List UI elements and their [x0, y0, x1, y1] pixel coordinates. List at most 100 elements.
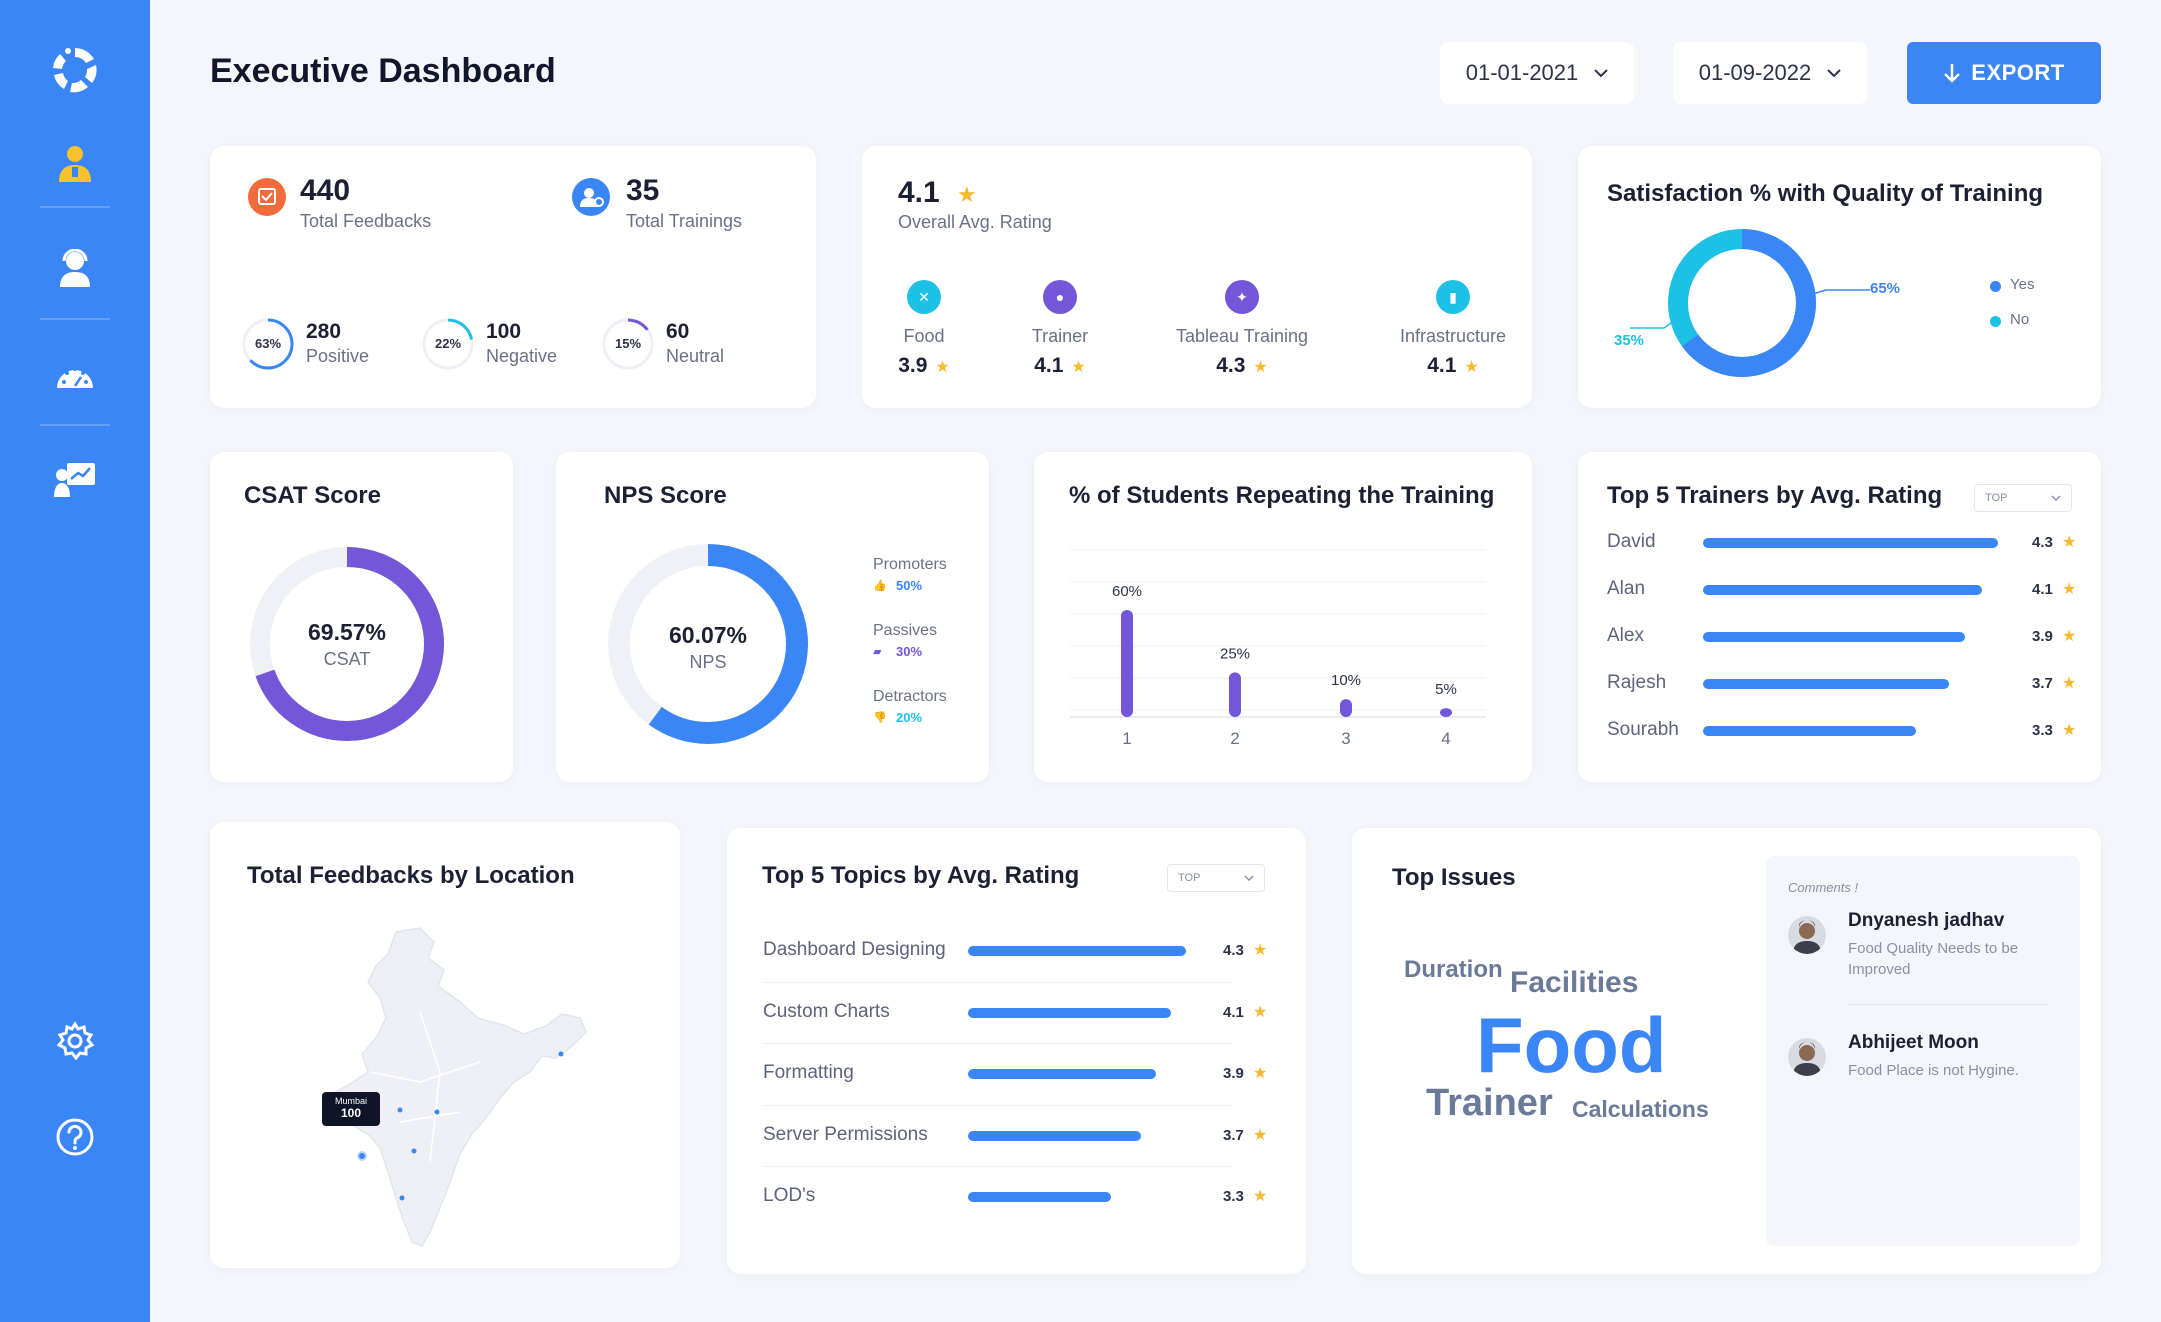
star-icon: ★	[1071, 359, 1086, 376]
star-icon: ★	[1253, 1188, 1268, 1205]
bar	[1440, 708, 1452, 717]
star-icon: ★	[935, 359, 950, 376]
trainer-icon[interactable]	[50, 244, 100, 294]
total-trainings-label: Total Trainings	[626, 211, 743, 231]
top-topics-card: Top 5 Topics by Avg. Rating TOP Dashboar…	[727, 828, 1306, 1274]
word-duration: Duration	[1404, 956, 1503, 983]
sentiment-value: 60	[666, 320, 690, 343]
rating-bar	[1703, 585, 1982, 595]
location-tooltip: Mumbai 100	[322, 1092, 380, 1126]
bar-value-label: 10%	[1331, 672, 1361, 689]
sidebar-divider	[40, 318, 110, 320]
sentiment-pct: 15%	[614, 336, 642, 351]
row-divider	[763, 1043, 1233, 1045]
comment-author: Dnyanesh jadhav	[1848, 910, 2005, 931]
top-trainers-title: Top 5 Trainers by Avg. Rating	[1607, 482, 1943, 509]
executive-icon[interactable]	[50, 139, 100, 189]
category-rating-value: 4.1	[1034, 354, 1064, 377]
rating-bar	[968, 1192, 1111, 1202]
comment-text: Improved	[1848, 961, 1911, 978]
total-feedbacks-value: 440	[300, 174, 351, 207]
logo-icon[interactable]	[50, 45, 100, 95]
date-to-picker[interactable]: 01-09-2022	[1673, 42, 1867, 104]
sidebar-divider	[40, 206, 110, 208]
topics-filter-value: TOP	[1178, 872, 1201, 884]
gear-icon[interactable]	[50, 1016, 100, 1066]
trainers-filter-dropdown[interactable]: TOP	[1974, 484, 2072, 512]
satisfaction-no-pct: 35%	[1614, 332, 1645, 349]
category-icon: ▮	[1436, 280, 1470, 314]
star-icon: ★	[1253, 359, 1268, 376]
nps-legend-label: Detractors	[873, 688, 947, 705]
tooltip-city: Mumbai	[334, 1096, 367, 1106]
comment-text: Food Quality Needs to be	[1848, 940, 2019, 957]
comments-panel: Comments ! Dnyanesh jadhav Food Quality N…	[1766, 856, 2080, 1246]
bar	[1121, 610, 1133, 717]
date-to-value: 01-09-2022	[1698, 60, 1812, 85]
category-rating-value: 3.9	[898, 354, 928, 377]
bar-value-label: 60%	[1112, 583, 1142, 600]
legend-label: No	[2010, 311, 2030, 328]
category-label: Food	[903, 326, 945, 346]
sidebar-divider	[40, 424, 110, 426]
rating-value: 4.1	[2032, 581, 2053, 598]
overall-rating-label: Overall Avg. Rating	[898, 212, 1052, 232]
category-label: Infrastructure	[1399, 326, 1507, 346]
location-title: Total Feedbacks by Location	[247, 862, 575, 889]
csat-value: 69.57%	[307, 619, 386, 645]
location-card: Total Feedbacks by Location Mumbai 100	[210, 822, 680, 1268]
nps-legend-label: Passives	[873, 622, 938, 639]
nps-legend-icon: ▰	[873, 646, 882, 658]
legend-label: Yes	[2010, 276, 2035, 293]
category-rating: 4.1 ★	[1353, 354, 1553, 378]
star-icon: ★	[1253, 1065, 1268, 1082]
star-icon: ★	[2062, 675, 2077, 692]
csat-donut	[250, 547, 444, 741]
x-tick-label: 1	[1122, 729, 1131, 748]
row-divider	[763, 981, 1233, 983]
topics-filter-dropdown[interactable]: TOP	[1167, 864, 1265, 892]
export-label: EXPORT	[1971, 60, 2065, 85]
nps-legend-label: Promoters	[873, 556, 947, 573]
bar-category-label: LOD's	[763, 1185, 816, 1206]
repeating-bar-chart: 60% 1 25% 2 10% 3 5% 4	[1070, 549, 1486, 748]
category-icon: ✦	[1225, 280, 1259, 314]
chevron-down-icon	[2051, 495, 2061, 501]
csat-card: CSAT Score 69.57% CSAT	[210, 452, 513, 782]
help-icon[interactable]	[50, 1112, 100, 1162]
date-from-picker[interactable]: 01-01-2021	[1440, 42, 1634, 104]
row-divider	[763, 1104, 1233, 1106]
bar	[1340, 699, 1352, 717]
chevron-down-icon	[1827, 68, 1841, 77]
category-rating: 4.1 ★	[960, 354, 1160, 378]
bar-category-label: Custom Charts	[763, 1000, 890, 1022]
analytics-icon[interactable]	[50, 455, 100, 505]
trainings-icon	[572, 178, 610, 221]
comment-text: Food Place is not Hygine.	[1848, 1062, 2019, 1079]
category-rating-value: 4.3	[1216, 354, 1246, 377]
nps-donut	[608, 544, 808, 744]
word-calculations: Calculations	[1572, 1096, 1709, 1122]
sentiment-ring	[422, 318, 474, 370]
bar-category-label: Alex	[1607, 625, 1644, 646]
satisfaction-yes-pct: 65%	[1870, 280, 1901, 297]
star-icon: ★	[1253, 1003, 1268, 1021]
sentiment-label: Neutral	[666, 346, 725, 366]
rating-value: 3.9	[2032, 628, 2053, 645]
rating-value: 3.3	[2032, 722, 2053, 739]
repeating-card: % of Students Repeating the Training 60%…	[1034, 452, 1532, 782]
csat-title: CSAT Score	[244, 482, 381, 509]
rating-value: 3.3	[1223, 1188, 1244, 1205]
feedback-summary-card: 440 Total Feedbacks 35 Total Trainings 6…	[210, 146, 816, 408]
category-rating: 3.9 ★	[824, 354, 1024, 378]
bar-value-label: 25%	[1220, 645, 1250, 662]
sentiment-ring	[602, 318, 654, 370]
rating-bar	[968, 1069, 1156, 1079]
word-trainer: Trainer	[1426, 1082, 1553, 1124]
bar-category-label: Alan	[1607, 578, 1646, 599]
gauge-icon[interactable]	[50, 350, 100, 400]
overall-rating-value: 4.1	[898, 176, 940, 209]
rating-bar	[968, 946, 1186, 956]
x-tick-label: 2	[1230, 729, 1239, 748]
export-button[interactable]: EXPORT	[1907, 42, 2101, 104]
